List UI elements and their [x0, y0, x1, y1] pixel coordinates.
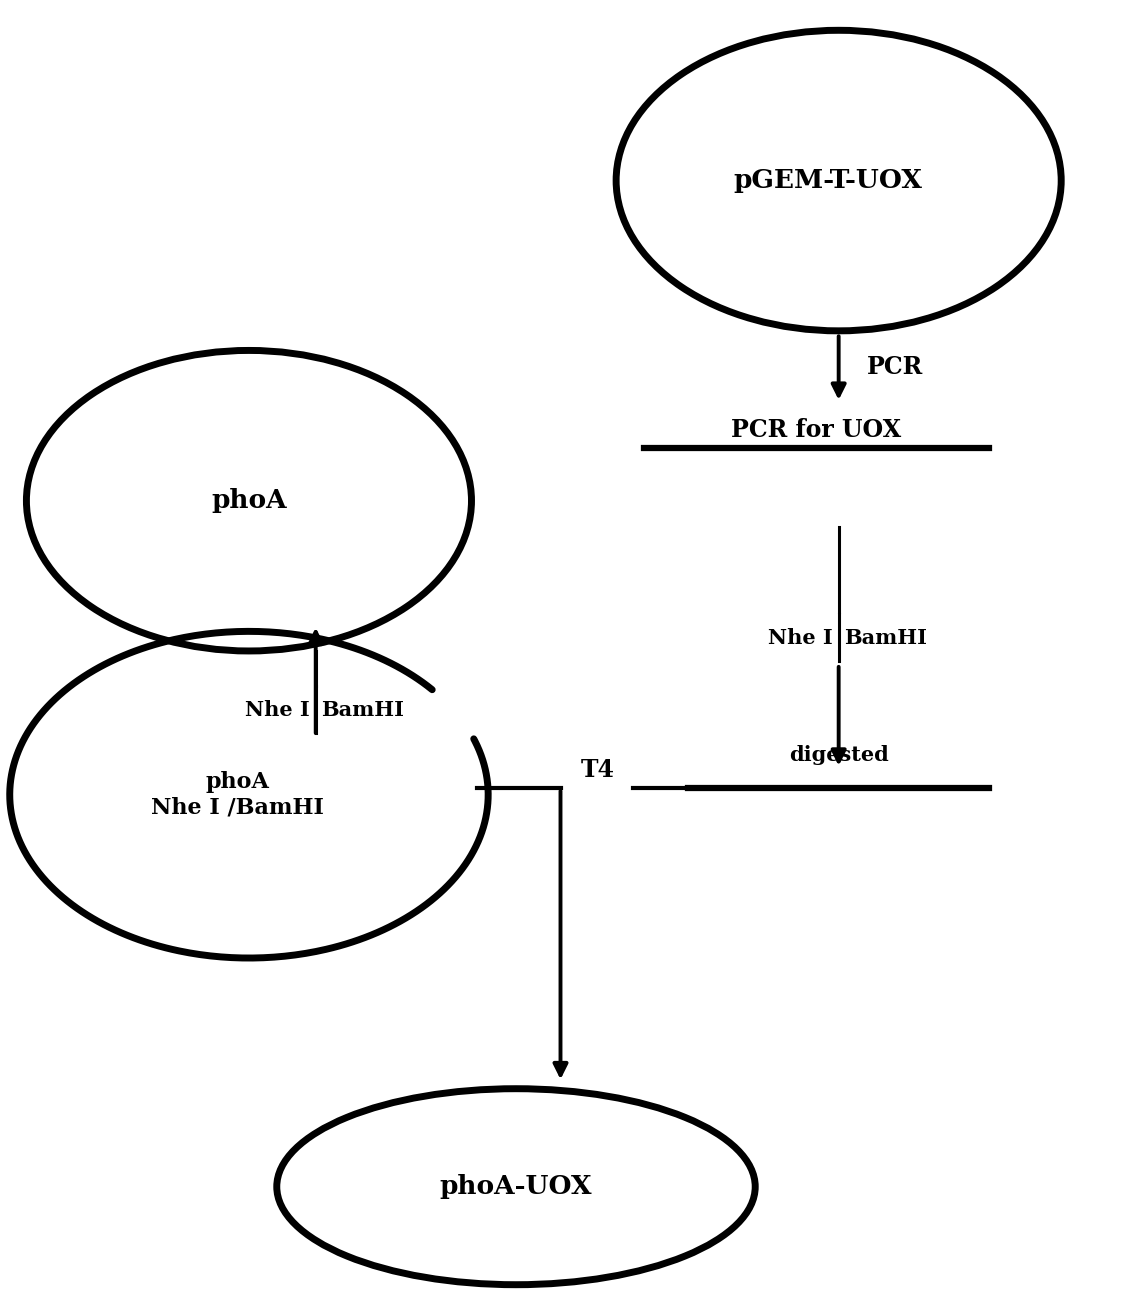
Text: phoA: phoA [211, 488, 287, 513]
Text: phoA
Nhe I /BamHI: phoA Nhe I /BamHI [151, 771, 324, 818]
Text: phoA-UOX: phoA-UOX [439, 1174, 592, 1199]
Text: BamHI: BamHI [844, 627, 927, 648]
Text: pGEM-T-UOX: pGEM-T-UOX [733, 168, 923, 193]
Text: BamHI: BamHI [322, 700, 405, 719]
Text: Nhe I: Nhe I [245, 700, 311, 719]
Text: PCR: PCR [867, 355, 923, 380]
Text: Nhe I: Nhe I [768, 627, 833, 648]
Text: digested: digested [789, 744, 889, 764]
Text: PCR for UOX: PCR for UOX [731, 418, 901, 442]
Text: T4: T4 [581, 757, 614, 781]
